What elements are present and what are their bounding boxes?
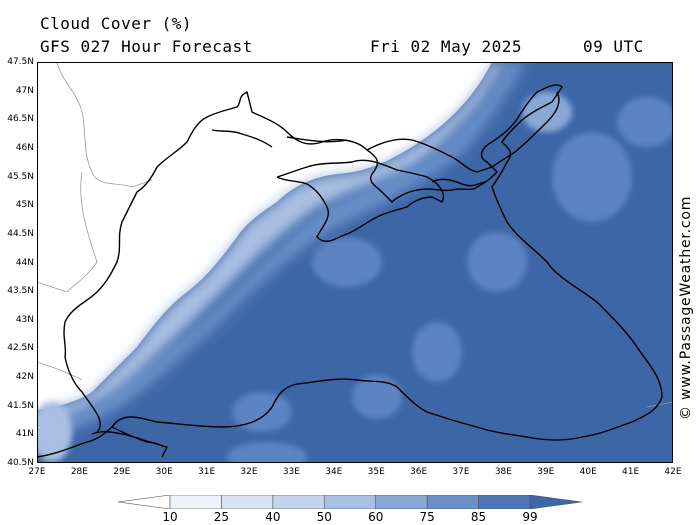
color-scale-legend — [118, 495, 582, 509]
cloud-patch — [522, 92, 572, 132]
latitude-label: 46N — [15, 142, 34, 153]
cloud-patch — [412, 322, 462, 382]
latitude-label: 44.5N — [7, 228, 34, 239]
longitude-label: 42E — [664, 467, 682, 477]
legend-color-cell — [221, 495, 274, 509]
longitude-label: 32E — [240, 467, 258, 477]
latitude-label: 47.5N — [7, 57, 34, 67]
cloud-patch — [552, 132, 632, 222]
cloud-patch — [227, 442, 307, 463]
longitude-label: 35E — [367, 467, 385, 477]
cloud-cover-map — [37, 62, 673, 463]
longitude-label: 28E — [70, 467, 88, 477]
latitude-label: 41.5N — [7, 400, 34, 411]
country-borders — [37, 62, 673, 408]
latitude-label: 45.5N — [7, 171, 34, 182]
map-title: Cloud Cover (%) — [40, 14, 192, 33]
longitude-label: 41E — [622, 467, 640, 477]
longitude-label: 36E — [410, 467, 428, 477]
legend-color-cell — [375, 495, 428, 509]
latitude-label: 42.5N — [7, 343, 34, 354]
clear-sky-region — [37, 62, 492, 410]
legend-tick-label: 85 — [470, 510, 487, 524]
longitude-label: 27E — [28, 467, 46, 477]
legend-tick-label: 99 — [522, 510, 538, 524]
legend-color-cell — [323, 495, 377, 509]
latitude-label: 46.5N — [7, 114, 34, 125]
cloud-band-mid — [37, 62, 527, 442]
latitude-label: 43.5N — [7, 286, 34, 297]
longitude-label: 39E — [537, 467, 555, 477]
cloud-patch — [352, 375, 402, 419]
longitude-label: 40E — [579, 467, 597, 477]
legend-tick-label: 10 — [162, 510, 178, 524]
coastline — [37, 84, 663, 458]
latitude-label: 45N — [15, 200, 34, 211]
latitude-label: 42N — [15, 372, 34, 383]
cloud-patch — [37, 402, 72, 462]
forecast-time: 09 UTC — [583, 37, 644, 56]
latitude-label: 43N — [15, 314, 34, 325]
forecast-label: GFS 027 Hour Forecast — [40, 37, 253, 56]
legend-color-cell — [426, 495, 479, 509]
credit-text: © www.PassageWeather.com — [678, 195, 694, 420]
cloud-patch — [232, 392, 292, 432]
longitude-label: 33E — [282, 467, 300, 477]
legend-tick-label: 40 — [265, 510, 281, 524]
legend-tick-label: 25 — [213, 510, 230, 524]
legend-max-arrow — [529, 495, 582, 509]
latitude-label: 47N — [15, 85, 34, 96]
legend-tick-label: 60 — [368, 510, 384, 524]
legend-color-cell — [478, 495, 531, 509]
cloud-patch — [617, 97, 673, 147]
legend-tick-label: 75 — [419, 510, 435, 524]
longitude-label: 34E — [325, 467, 343, 477]
legend-min-arrow — [118, 495, 171, 509]
legend-tick-label: 50 — [316, 510, 332, 524]
longitude-label: 29E — [113, 467, 131, 477]
longitude-label: 31E — [198, 467, 216, 477]
latitude-label: 41N — [15, 429, 34, 440]
longitude-label: 37E — [452, 467, 470, 477]
latitude-label: 44N — [15, 257, 34, 268]
longitude-label: 38E — [494, 467, 512, 477]
cloud-band-light — [37, 62, 507, 432]
map-border — [37, 62, 673, 463]
legend-color-cell — [169, 495, 222, 509]
latitude-label: 40.5N — [7, 458, 34, 468]
cloud-patch — [467, 232, 527, 292]
legend-color-cell — [272, 495, 325, 509]
cloud-patch — [312, 237, 382, 287]
longitude-label: 30E — [155, 467, 173, 477]
forecast-date: Fri 02 May 2025 — [370, 37, 522, 56]
